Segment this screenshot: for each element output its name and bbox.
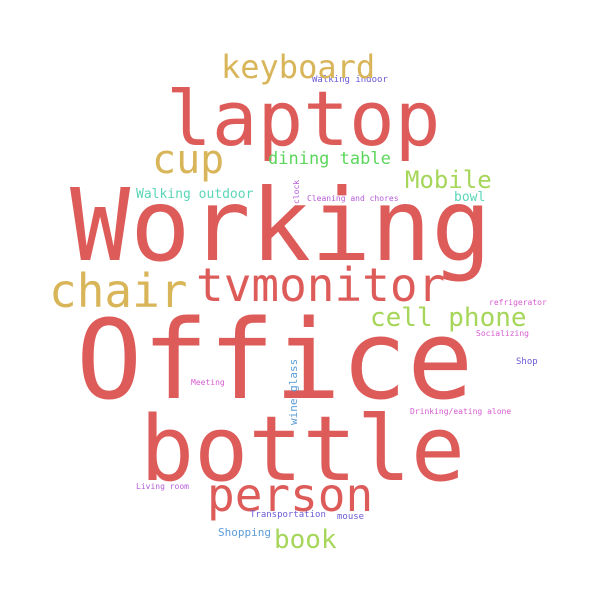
word-dining-table: dining table [268,149,391,169]
word-mobile: Mobile [405,166,492,194]
word-shop: Shop [516,357,538,367]
word-walking-indoor: Walking indoor [312,75,388,85]
word-wine-glass: wine glass [287,358,300,425]
word-tvmonitor: tvmonitor [196,258,446,312]
word-keyboard: keyboard [221,48,376,86]
word-chair: chair [49,264,188,318]
word-drinking-eating-alone: Drinking/eating alone [410,407,512,416]
word-mouse: mouse [337,512,365,522]
word-laptop: laptop [166,74,441,163]
word-clock: clock [292,179,301,204]
word-walking-outdoor: Walking outdoor [136,187,254,202]
word-meeting: Meeting [191,378,225,387]
word-transportation: Transportation [250,510,326,520]
word-shopping: Shopping [218,526,271,539]
word-socializing: Socializing [476,329,529,338]
word-cleaning-and-chores: Cleaning and chores [307,194,399,203]
word-working: Working [70,167,492,284]
word-book: book [274,525,337,555]
word-cell-phone: cell phone [370,303,527,333]
word-office: Office [76,296,474,424]
word-person: person [207,468,374,522]
word-living-room: Living room [136,482,189,491]
word-refrigerator: refrigerator [489,298,547,307]
word-cup: cup [152,137,225,183]
word-bowl: bowl [454,190,486,205]
word-bottle: bottle [140,397,466,502]
